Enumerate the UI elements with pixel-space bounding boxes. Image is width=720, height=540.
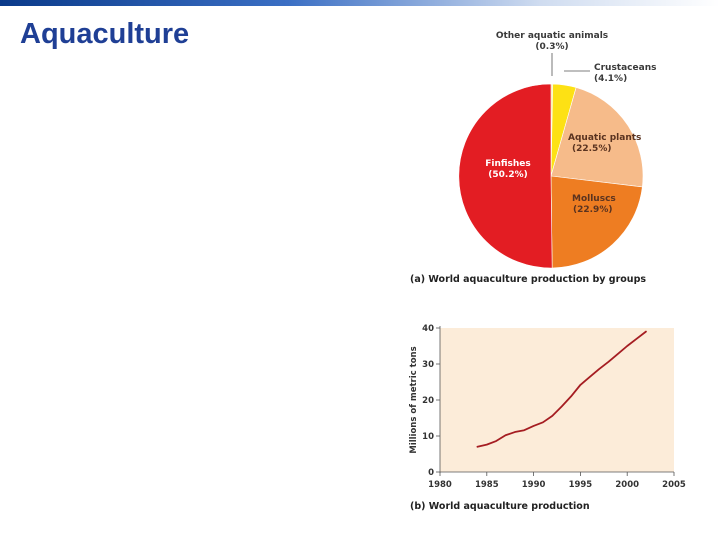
title-accent-bar [0,0,720,6]
pie-label-other-name: Other aquatic animals [496,31,608,41]
pie-label-aquatic-plants-name: Aquatic plants [568,133,641,143]
x-tick-label-1995: 1995 [569,480,593,490]
y-tick-label-0: 0 [428,468,434,478]
pie-slice-molluscs [550,175,643,269]
x-ticks: 1980 1985 1990 1995 2000 2005 [428,472,686,490]
pie-label-aquatic-plants-value: (22.5%) [572,144,611,154]
x-tick-label-2005: 2005 [662,480,686,490]
pie-label-crustaceans-value: (4.1%) [594,74,627,84]
pie-label-other-value: (0.3%) [535,42,568,52]
x-tick-label-1980: 1980 [428,480,452,490]
pie-label-finfishes-name: Finfishes [485,159,531,169]
pie-slices [458,83,644,269]
pie-slice-aquatic-plants [550,87,644,188]
pie-label-molluscs-value: (22.9%) [573,205,612,215]
y-tick-label-40: 40 [422,324,434,334]
x-tick-label-1985: 1985 [475,480,499,490]
y-ticks: 0 10 20 30 40 [422,324,440,478]
series-line [476,330,647,448]
y-tick-label-30: 30 [422,360,434,370]
pie-slice-finfishes [458,83,553,269]
pie-caption: (a) World aquaculture production by grou… [410,274,646,285]
pie-label-crustaceans-name: Crustaceans [594,63,656,73]
y-axis-title: Millions of metric tons [409,346,419,453]
slide-title: Aquaculture [20,18,190,50]
pie-label-finfishes-value: (50.2%) [488,170,527,180]
line-chart: 1980 1985 1990 1995 2000 2005 0 10 20 30 40 Milli… [409,324,686,512]
y-tick-label-20: 20 [422,396,434,406]
line-caption: (b) World aquaculture production [410,501,590,512]
pie-label-molluscs-name: Molluscs [572,194,616,204]
pie-chart: Other aquatic animals (0.3%) Crustaceans… [410,31,656,285]
x-tick-label-2000: 2000 [615,480,639,490]
plot-background [440,328,674,472]
x-tick-label-1990: 1990 [522,480,546,490]
y-tick-label-10: 10 [422,432,434,442]
